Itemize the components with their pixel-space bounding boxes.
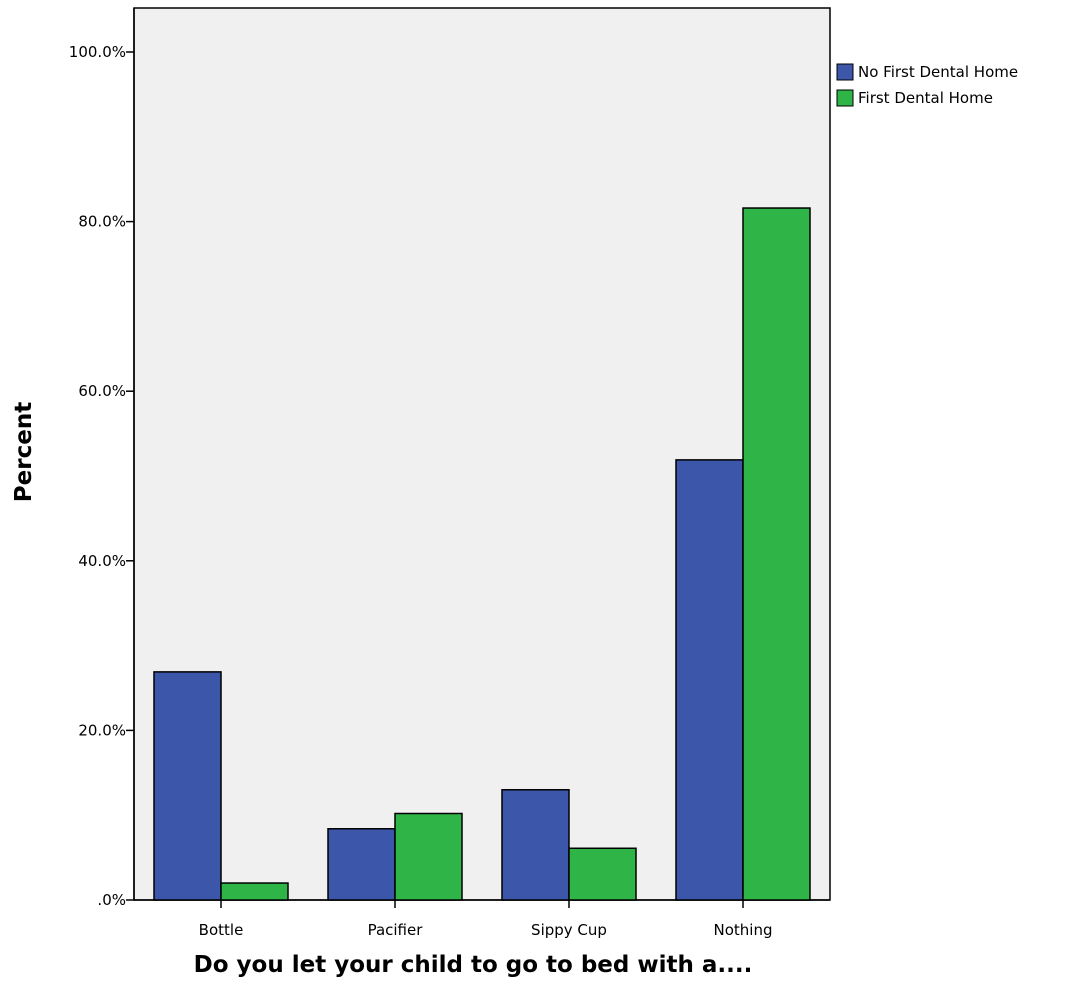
bar bbox=[742, 207, 811, 901]
bar bbox=[675, 459, 744, 901]
y-tick-label: 100.0% bbox=[69, 43, 126, 61]
bars-group bbox=[153, 207, 811, 901]
legend: No First Dental Home First Dental Home bbox=[836, 63, 1018, 107]
y-axis-title: Percent bbox=[11, 402, 37, 502]
y-tick-label: 80.0% bbox=[78, 213, 126, 231]
bar bbox=[568, 847, 637, 901]
bar bbox=[220, 882, 289, 901]
legend-label: First Dental Home bbox=[858, 89, 993, 107]
x-tick-label: Nothing bbox=[714, 921, 773, 939]
bar bbox=[394, 812, 463, 901]
x-axis-title: Do you let your child to go to bed with … bbox=[194, 952, 753, 978]
legend-label: No First Dental Home bbox=[858, 63, 1018, 81]
x-tick-label: Pacifier bbox=[368, 921, 424, 939]
y-tick-label: 40.0% bbox=[78, 552, 126, 570]
category-labels: Bottle Pacifier Sippy Cup Nothing bbox=[199, 921, 773, 939]
legend-swatch bbox=[836, 89, 854, 107]
x-tick-label: Sippy Cup bbox=[531, 921, 607, 939]
y-tick-label: 60.0% bbox=[78, 382, 126, 400]
legend-swatch bbox=[836, 63, 854, 81]
y-tick-label: 20.0% bbox=[78, 721, 126, 739]
y-axis: .0% 20.0% 40.0% 60.0% 80.0% 100.0% bbox=[69, 8, 135, 909]
bar bbox=[501, 789, 570, 901]
bar bbox=[327, 828, 396, 901]
bar bbox=[153, 671, 222, 901]
x-tick-label: Bottle bbox=[199, 921, 244, 939]
x-axis bbox=[134, 899, 830, 908]
y-tick-label: .0% bbox=[97, 891, 126, 909]
